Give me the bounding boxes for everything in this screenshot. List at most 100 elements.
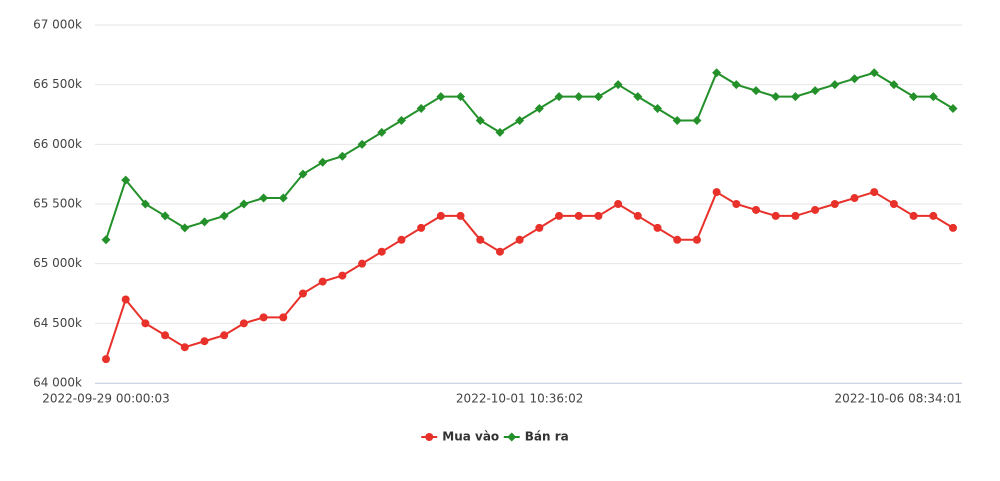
data-point (180, 343, 189, 352)
y-tick-label: 65 000k (33, 256, 82, 270)
data-point (298, 289, 307, 298)
data-point (358, 259, 367, 268)
data-point (889, 200, 898, 208)
data-point (712, 188, 721, 197)
x-tick-label: 2022-09-29 00:00:03 (42, 392, 169, 406)
data-point (160, 211, 170, 221)
data-point (633, 211, 642, 220)
data-point (535, 223, 544, 232)
y-tick-label: 65 500k (33, 197, 82, 211)
data-point (614, 200, 623, 208)
data-point (692, 235, 701, 244)
data-point (101, 235, 111, 245)
series (102, 188, 957, 364)
data-point (731, 80, 741, 90)
data-point (889, 80, 899, 90)
data-point (790, 92, 800, 102)
data-point (200, 337, 209, 346)
data-point (456, 211, 465, 220)
data-point (121, 295, 130, 304)
data-point (752, 205, 761, 214)
data-point (653, 223, 662, 232)
series-line (105, 71, 954, 241)
data-point (357, 139, 367, 149)
data-point (672, 115, 682, 125)
data-point (278, 193, 288, 203)
data-point (416, 104, 426, 114)
data-point (377, 127, 387, 137)
data-point (593, 92, 603, 102)
data-point (397, 235, 406, 244)
data-point (791, 211, 800, 220)
data-point (298, 169, 308, 179)
data-point (633, 92, 643, 102)
data-point (929, 211, 938, 220)
data-point (161, 331, 170, 340)
data-point (870, 188, 879, 197)
data-point (869, 68, 879, 78)
data-point (318, 157, 328, 167)
legend-label: Bán ra (525, 430, 569, 444)
series-line (105, 190, 954, 360)
legend-marker (507, 432, 517, 442)
data-point (515, 115, 525, 125)
data-point (574, 92, 584, 102)
data-point (102, 355, 110, 364)
legend-label: Mua vào (442, 430, 499, 444)
data-point (495, 127, 505, 137)
data-point (239, 199, 249, 209)
data-point (751, 86, 761, 96)
y-tick-label: 66 500k (33, 77, 82, 91)
data-point (811, 205, 820, 214)
y-tick-label: 64 000k (33, 376, 82, 390)
x-tick-label: 2022-10-06 08:34:01 (835, 392, 962, 406)
data-point (948, 104, 958, 114)
legend-item[interactable]: Mua vào (421, 430, 499, 444)
data-point (475, 115, 485, 125)
data-point (574, 211, 583, 220)
data-point (199, 217, 209, 227)
data-point (534, 104, 544, 114)
data-point (436, 92, 446, 102)
data-point (121, 175, 131, 185)
data-point (141, 319, 150, 328)
legend-marker (425, 433, 434, 441)
y-tick-label: 66 000k (33, 137, 82, 151)
data-point (928, 92, 938, 102)
data-point (417, 223, 426, 232)
data-point (476, 235, 485, 244)
data-point (219, 211, 229, 221)
data-point (140, 199, 150, 209)
data-point (732, 200, 741, 208)
data-point (830, 80, 840, 90)
legend-item[interactable]: Bán ra (503, 430, 569, 444)
y-tick-label: 67 000k (33, 18, 82, 32)
data-point (495, 247, 504, 256)
data-point (180, 223, 190, 233)
data-point (396, 115, 406, 125)
data-point (220, 331, 229, 340)
data-point (613, 80, 623, 90)
data-point (239, 319, 248, 328)
data-point (673, 235, 682, 244)
data-point (909, 92, 919, 102)
data-point (810, 86, 820, 96)
data-point (850, 194, 859, 203)
data-point (259, 193, 269, 203)
y-tick-label: 64 500k (33, 316, 82, 330)
data-point (771, 211, 780, 220)
series (101, 68, 958, 245)
data-point (555, 211, 564, 220)
data-point (653, 104, 663, 114)
data-point (318, 277, 327, 286)
data-point (436, 211, 445, 220)
data-point (830, 200, 839, 208)
data-point (692, 115, 702, 125)
data-point (554, 92, 564, 102)
data-point (338, 271, 347, 280)
data-point (259, 313, 268, 322)
data-point (712, 68, 722, 78)
data-point (337, 151, 347, 161)
data-point (515, 235, 524, 244)
